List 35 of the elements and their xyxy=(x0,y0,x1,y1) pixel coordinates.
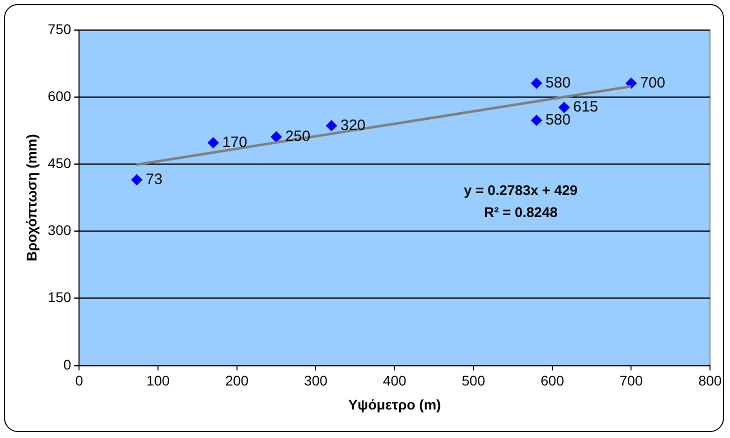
y-axis-title: Βροχόπτωση (mm) xyxy=(23,134,40,262)
y-tick-label: 750 xyxy=(48,20,72,37)
x-tick-label: 800 xyxy=(698,372,722,389)
y-tick-label: 150 xyxy=(48,289,72,306)
annotation: 580 xyxy=(546,74,571,92)
point xyxy=(326,120,337,132)
y-tick-label: 450 xyxy=(48,155,72,172)
y-tick-label: 300 xyxy=(48,222,72,238)
point xyxy=(208,137,219,148)
x-tick-label: 500 xyxy=(462,372,486,389)
point xyxy=(131,174,142,186)
point xyxy=(531,78,542,89)
annotation: 250 xyxy=(285,128,310,146)
x-tick-label: 300 xyxy=(304,372,328,389)
x-tick-label: 0 xyxy=(75,372,84,389)
x-tick-label: 700 xyxy=(619,372,644,389)
point xyxy=(531,114,542,126)
annotation: y = 0.2783x + 429 xyxy=(464,182,578,198)
point xyxy=(626,78,637,89)
y-tick-label: 0 xyxy=(63,356,72,372)
x-tick-label: 400 xyxy=(382,372,406,389)
point xyxy=(270,131,282,142)
annotation: 700 xyxy=(640,74,666,92)
x-tick-label: 200 xyxy=(225,372,249,389)
y-tick-label: 600 xyxy=(48,88,72,104)
annotation: 73 xyxy=(146,170,162,188)
annotation: 320 xyxy=(340,116,366,134)
annotation: 615 xyxy=(573,98,598,116)
point xyxy=(558,102,570,113)
annotation: 170 xyxy=(222,134,248,151)
x-tick-label: 600 xyxy=(540,372,564,389)
x-tick-label: 100 xyxy=(146,372,170,389)
annotation: 580 xyxy=(546,111,571,128)
annotation: R² = 0.8248 xyxy=(484,204,558,220)
x-axis-title: Υψόμετρο (m) xyxy=(348,396,441,412)
